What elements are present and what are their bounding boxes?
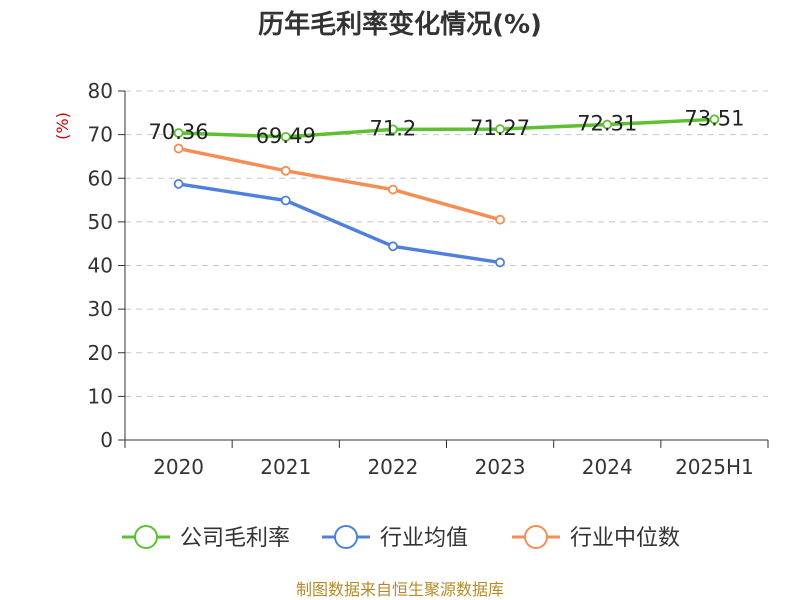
data-label: 72.31 xyxy=(577,112,637,136)
y-tick-label: 0 xyxy=(100,428,113,452)
data-point xyxy=(173,143,184,154)
x-tick-label: 2023 xyxy=(475,455,526,479)
legend-marker xyxy=(334,525,358,549)
label-layer: 70.36 69.49 71.2 71.27 72.31 73.51 xyxy=(149,106,745,148)
legend-item[interactable]: 公司毛利率 xyxy=(122,525,290,551)
axis-layer: 0 10 20 30 40 50 60 70 80 2020 2021 2022 2023 2024 202… xyxy=(88,79,769,479)
x-tick-label: 2025H1 xyxy=(675,455,754,479)
data-point xyxy=(173,179,184,189)
y-tick-label: 40 xyxy=(88,254,113,278)
legend-label: 行业均值 xyxy=(380,526,468,551)
legend: 公司毛利率 行业均值 行业中位数 xyxy=(122,525,680,551)
legend-item[interactable]: 行业均值 xyxy=(322,525,468,551)
data-point xyxy=(495,214,505,225)
legend-marker xyxy=(134,525,158,549)
data-point xyxy=(602,119,613,130)
y-tick-label: 30 xyxy=(88,297,113,321)
series-line xyxy=(178,146,501,222)
x-tick-label: 2022 xyxy=(367,455,418,479)
legend-item[interactable]: 行业中位数 xyxy=(512,525,680,551)
data-point xyxy=(388,124,398,135)
series-layer xyxy=(173,114,720,268)
data-point xyxy=(388,241,398,252)
y-tick-label: 50 xyxy=(88,210,113,234)
data-label: 70.36 xyxy=(149,120,209,144)
data-label: 71.2 xyxy=(370,116,417,140)
data-point xyxy=(388,184,398,195)
data-point xyxy=(280,165,291,176)
x-tick-label: 2021 xyxy=(260,455,311,479)
legend-label: 公司毛利率 xyxy=(180,526,290,551)
x-tick-label: 2020 xyxy=(153,455,204,479)
y-tick-label: 60 xyxy=(88,166,113,190)
chart-title: 历年毛利率变化情况(%) xyxy=(258,9,542,40)
data-label: 69.49 xyxy=(256,124,316,148)
data-point xyxy=(495,257,505,268)
data-label: 71.27 xyxy=(470,116,530,140)
data-point xyxy=(280,131,291,142)
data-point xyxy=(173,128,184,138)
legend-label: 行业中位数 xyxy=(570,526,680,551)
y-tick-label: 70 xyxy=(88,123,113,147)
y-tick-label: 20 xyxy=(88,341,113,365)
series-line xyxy=(178,117,715,139)
y-tick-label: 10 xyxy=(88,384,113,408)
legend-marker xyxy=(524,525,548,549)
series-line xyxy=(178,182,501,265)
y-tick-label: 80 xyxy=(88,79,113,103)
source-text: 制图数据来自恒生聚源数据库 xyxy=(296,580,504,599)
data-point xyxy=(709,114,720,125)
grid-layer xyxy=(125,90,768,397)
data-point xyxy=(495,124,505,134)
data-point xyxy=(280,195,291,206)
x-tick-label: 2024 xyxy=(582,455,633,479)
y-axis-label: (%) xyxy=(53,112,72,140)
data-label: 73.51 xyxy=(684,106,744,130)
